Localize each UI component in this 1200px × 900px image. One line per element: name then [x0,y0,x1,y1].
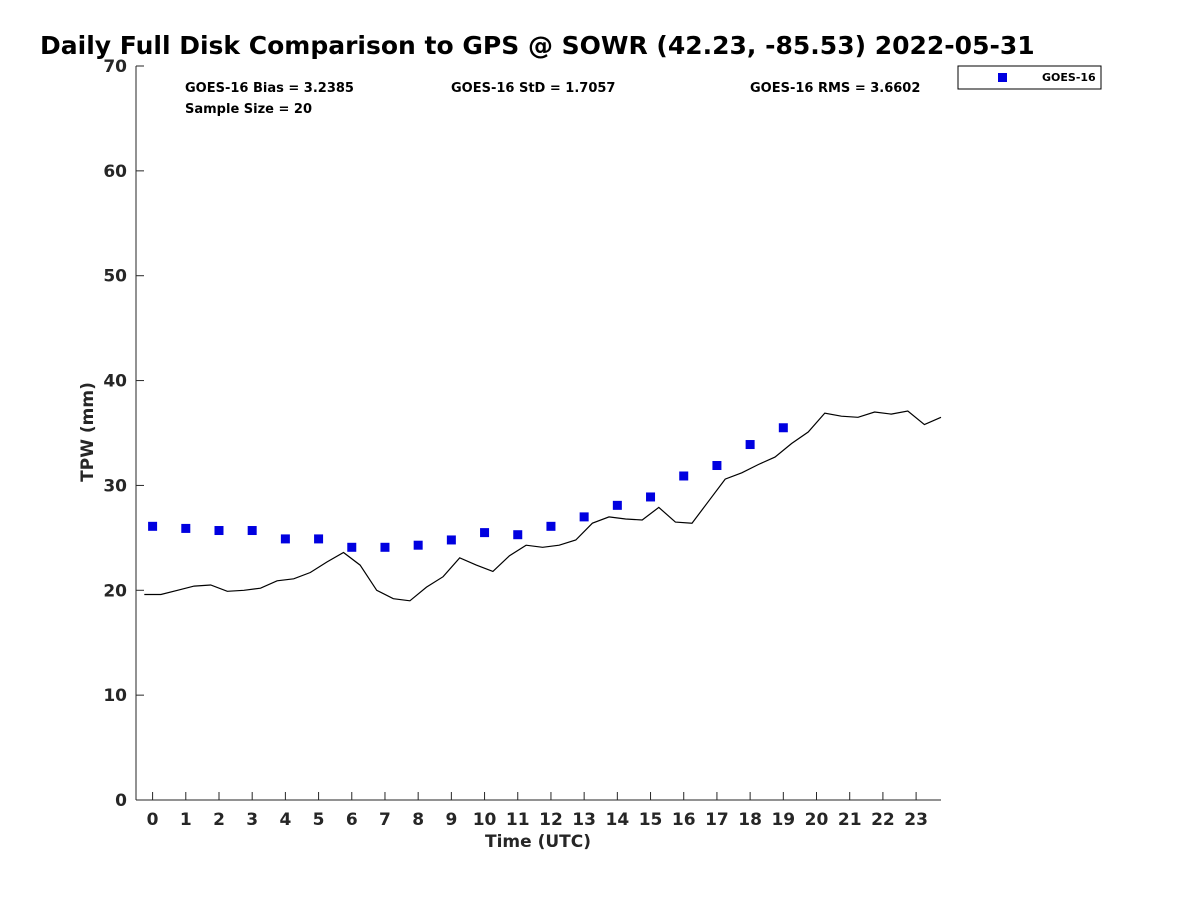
x-tick-label: 11 [506,810,530,830]
stat-rms: GOES-16 RMS = 3.6602 [750,81,920,96]
x-tick-label: 2 [213,810,225,830]
gps-tpw-line [144,410,942,602]
goes16-point [513,530,523,540]
y-tick-label: 40 [103,372,127,392]
x-tick-label: 20 [805,810,829,830]
x-tick-label: 6 [346,810,358,830]
goes16-point [413,540,423,550]
x-tick-label: 4 [279,810,291,830]
goes16-point [778,423,788,433]
x-tick-label: 5 [313,810,325,830]
legend-marker [998,73,1007,82]
goes16-marker-layer [148,423,788,552]
goes16-point [646,492,656,502]
x-tick-label: 12 [539,810,563,830]
x-tick-label: 19 [771,810,795,830]
x-tick-label: 13 [572,810,596,830]
stat-bias: GOES-16 Bias = 3.2385 [185,81,354,96]
stat-sample-size: Sample Size = 20 [185,102,312,117]
x-tick-label: 22 [871,810,895,830]
x-tick-label: 7 [379,810,391,830]
stats-annotations: GOES-16 Bias = 3.2385 GOES-16 StD = 1.70… [185,81,920,117]
goes16-point [679,471,689,481]
goes16-point [380,542,390,552]
y-tick-label: 20 [103,581,127,601]
y-tick-label: 60 [103,162,127,182]
x-tick-label: 21 [838,810,862,830]
stat-std: GOES-16 StD = 1.7057 [451,81,615,96]
x-tick-label: 16 [672,810,696,830]
x-tick-label: 23 [904,810,928,830]
goes16-point [446,535,456,545]
x-tick-label: 10 [473,810,497,830]
goes16-point [148,521,158,531]
y-tick-label: 50 [103,267,127,287]
goes16-point [612,500,622,510]
x-axis-label: Time (UTC) [485,832,591,852]
y-tick-label: 0 [115,791,127,811]
y-axis-label: TPW (mm) [78,382,98,482]
goes16-point [745,440,755,450]
goes16-point [280,534,290,544]
chart-title: Daily Full Disk Comparison to GPS @ SOWR… [40,31,1035,60]
y-tick-label: 10 [103,686,127,706]
goes16-point [546,521,556,531]
x-tick-label: 17 [705,810,729,830]
gps-line-layer [144,410,942,602]
x-tick-label: 15 [639,810,663,830]
x-tick-label: 1 [180,810,192,830]
legend-box [957,65,1102,90]
x-tick-label: 3 [246,810,258,830]
y-tick-label: 70 [103,57,127,77]
x-tick-label: 8 [412,810,424,830]
goes16-point [214,526,224,536]
goes16-point [314,534,324,544]
goes16-point [347,542,357,552]
x-tick-label: 14 [606,810,630,830]
goes16-point [712,461,722,471]
x-tick-label: 18 [738,810,762,830]
goes16-point [579,512,589,522]
x-tick-label: 9 [445,810,457,830]
x-tick-label: 0 [147,810,159,830]
legend-label: GOES-16 [1042,71,1096,84]
goes16-point [247,526,257,536]
goes16-point [480,528,490,538]
y-tick-label: 30 [103,476,127,496]
legend: GOES-16 [957,65,1102,90]
goes16-point [181,523,191,533]
